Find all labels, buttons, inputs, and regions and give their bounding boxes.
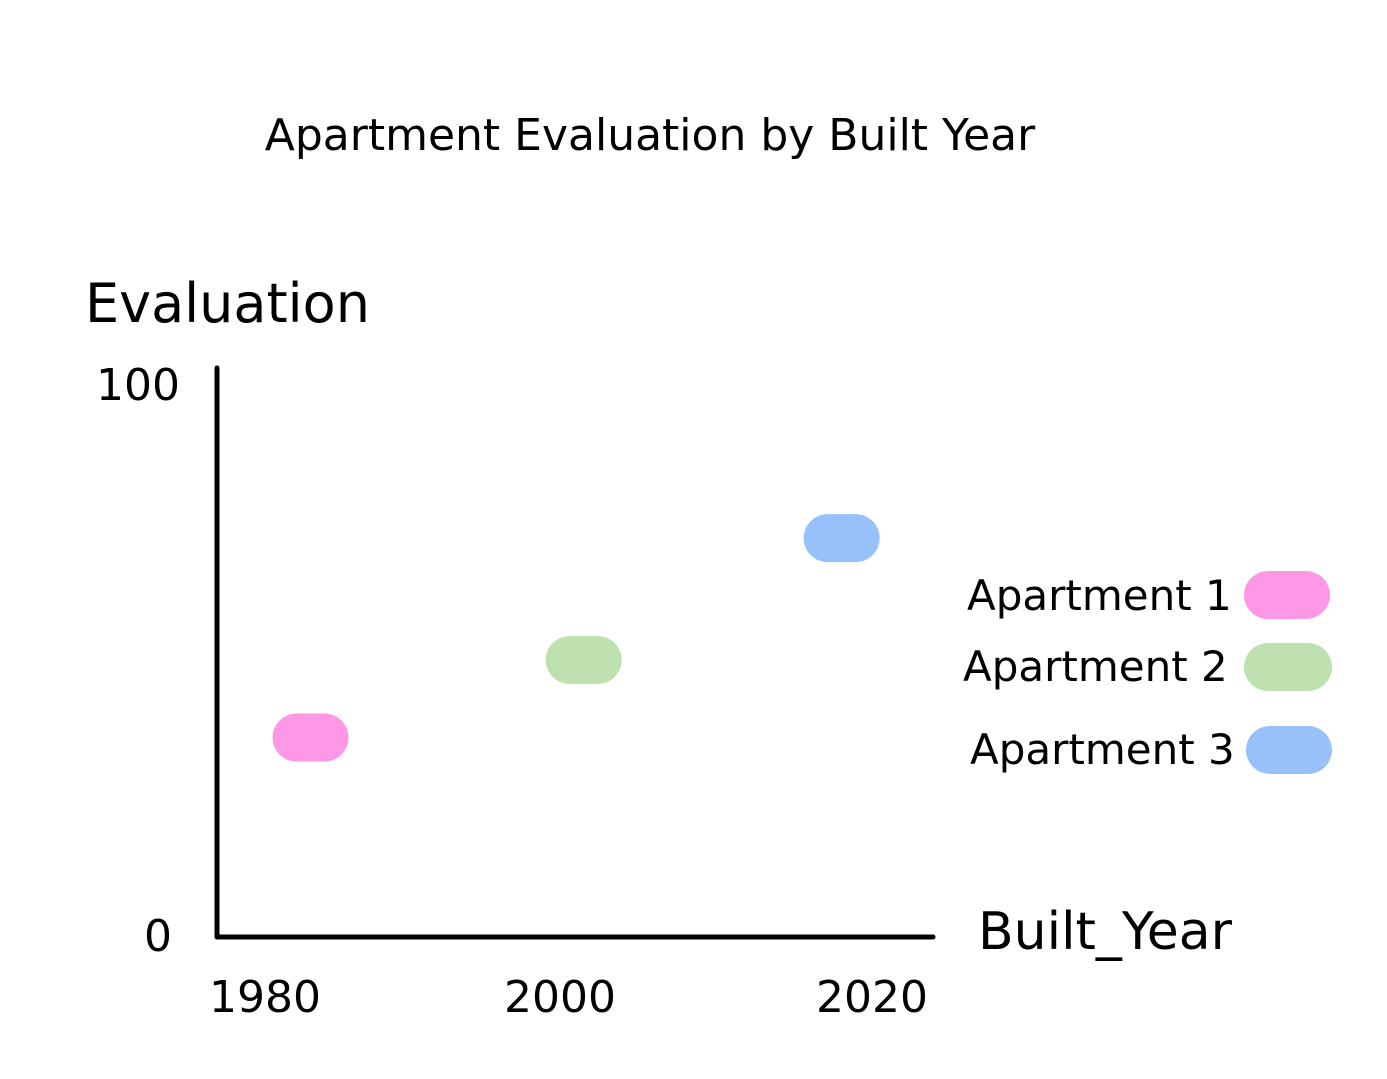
y-tick-label-max: 100 (96, 360, 180, 411)
data-point-apartment-3 (803, 514, 880, 563)
x-tick-label-1980: 1980 (209, 972, 321, 1023)
legend-label-apartment-3: Apartment 3 (970, 725, 1235, 774)
data-point-apartment-1 (272, 713, 349, 762)
data-points (272, 514, 880, 762)
y-axis-label: Evaluation (85, 272, 370, 335)
legend-label-apartment-1: Apartment 1 (967, 571, 1232, 620)
x-axis-label: Built_Year (978, 902, 1233, 962)
chart-title: Apartment Evaluation by Built Year (265, 110, 1036, 161)
legend-swatch-apartment-2 (1244, 643, 1332, 691)
x-tick-label-2020: 2020 (816, 972, 928, 1023)
y-tick-label-min: 0 (144, 911, 172, 962)
x-tick-label-2000: 2000 (504, 972, 616, 1023)
legend-swatch-apartment-1 (1244, 571, 1330, 619)
legend-label-apartment-2: Apartment 2 (963, 642, 1228, 691)
legend: Apartment 1 Apartment 2 Apartment 3 (963, 571, 1332, 774)
data-point-apartment-2 (545, 636, 622, 684)
legend-swatch-apartment-3 (1246, 726, 1332, 774)
